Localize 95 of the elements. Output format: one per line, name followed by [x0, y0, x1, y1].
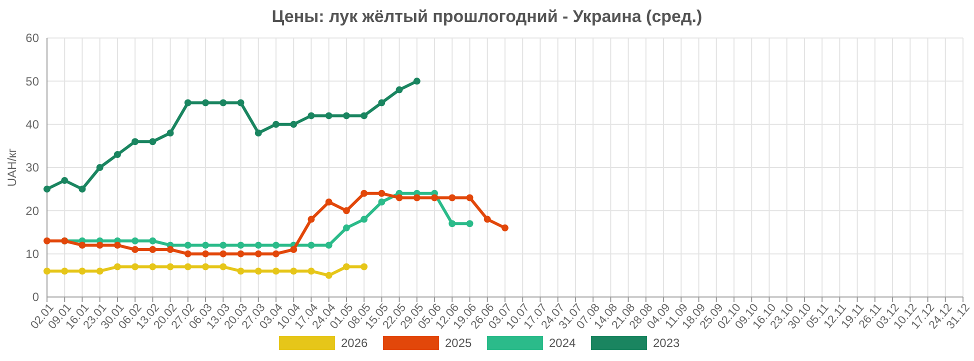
point: [184, 99, 192, 106]
point: [78, 186, 86, 193]
y-tick-label: 10: [26, 247, 40, 262]
point: [378, 99, 386, 106]
point: [96, 268, 104, 275]
point: [149, 237, 156, 244]
legend-label: 2026: [341, 336, 368, 350]
point: [114, 242, 121, 249]
point: [325, 272, 332, 279]
point: [237, 242, 244, 249]
point: [166, 263, 174, 270]
y-tick-label: 60: [26, 31, 40, 46]
point: [396, 194, 403, 202]
point: [342, 263, 350, 270]
point: [308, 216, 315, 223]
point: [149, 246, 156, 254]
point: [61, 268, 68, 275]
point: [325, 198, 332, 206]
point: [220, 242, 227, 249]
point: [166, 129, 174, 136]
point: [342, 224, 350, 232]
point: [184, 250, 192, 258]
point: [378, 190, 386, 197]
y-tick-label: 20: [26, 204, 40, 218]
point: [132, 237, 139, 244]
point: [114, 151, 121, 158]
point: [466, 220, 474, 228]
point: [290, 246, 298, 254]
point: [184, 242, 192, 249]
point: [202, 263, 210, 270]
point: [254, 268, 262, 275]
point: [272, 268, 280, 275]
point: [308, 242, 315, 249]
point: [78, 242, 86, 249]
point: [254, 250, 262, 258]
point: [132, 263, 139, 270]
legend-label: 2023: [653, 336, 680, 350]
point: [413, 194, 420, 202]
point: [96, 242, 104, 249]
point: [44, 237, 50, 244]
point: [290, 268, 298, 275]
point: [360, 263, 368, 270]
point: [466, 194, 474, 202]
y-tick-label: 0: [32, 290, 40, 304]
point: [484, 216, 491, 223]
point: [237, 268, 244, 275]
point: [184, 263, 192, 270]
point: [325, 242, 332, 249]
y-axis-title: UAH/кг: [5, 148, 19, 187]
point: [254, 242, 262, 249]
point: [396, 86, 403, 94]
point: [342, 112, 350, 120]
point: [431, 194, 438, 202]
point: [308, 268, 315, 275]
point: [360, 216, 368, 223]
y-tick-label: 50: [26, 74, 40, 88]
point: [378, 198, 386, 206]
point: [202, 242, 210, 249]
point: [360, 112, 368, 120]
point: [237, 99, 244, 106]
legend-label: 2025: [445, 336, 472, 350]
point: [114, 263, 121, 270]
point: [272, 120, 280, 128]
point: [413, 78, 420, 85]
point: [44, 186, 50, 193]
point: [502, 224, 508, 232]
point: [237, 250, 244, 258]
point: [149, 263, 156, 270]
point: [325, 112, 332, 120]
point: [254, 129, 262, 136]
point: [220, 99, 227, 106]
point: [272, 250, 280, 258]
point: [220, 263, 227, 270]
point: [132, 246, 139, 254]
point: [202, 250, 210, 258]
y-tick-label: 40: [26, 118, 40, 132]
point: [308, 112, 315, 120]
legend-label: 2024: [549, 336, 576, 350]
point: [220, 250, 227, 258]
point: [272, 242, 280, 249]
point: [44, 268, 50, 275]
point: [61, 176, 68, 184]
point: [78, 268, 86, 275]
point: [342, 207, 350, 214]
y-tick-label: 30: [26, 160, 40, 175]
chart-title: Цены: лук жёлтый прошлогодний - Украина (сред.): [272, 7, 702, 26]
point: [448, 194, 456, 202]
point: [448, 220, 456, 228]
point: [149, 138, 156, 146]
point: [290, 120, 298, 128]
point: [132, 138, 139, 146]
point: [166, 246, 174, 254]
point: [360, 190, 368, 197]
point: [96, 164, 104, 171]
point: [202, 99, 210, 106]
